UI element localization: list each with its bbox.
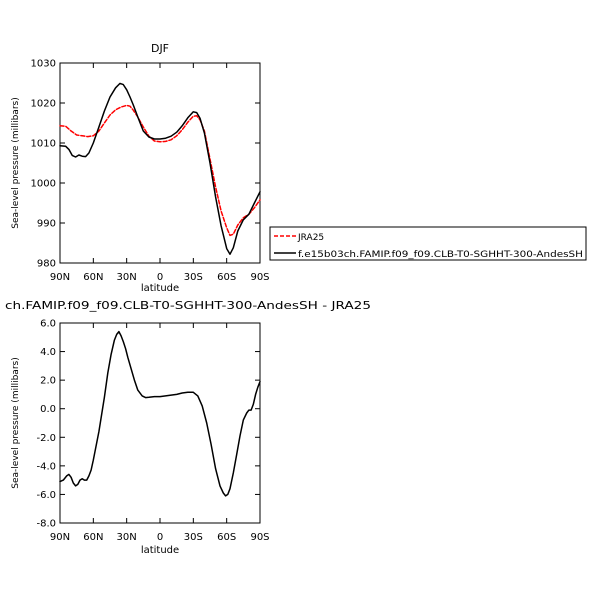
top-y-tick-label: 1000 [31, 179, 56, 190]
bottom-x-ticks: 90N 60N 30N 0 30S 60S 90S [50, 323, 270, 543]
top-series-lines [59, 82, 261, 255]
bottom-y-tick-label: 2.0 [40, 376, 56, 387]
bottom-y-tick-label: 6.0 [40, 319, 56, 330]
bottom-y-tick-label: -2.0 [36, 433, 56, 444]
bottom-series-line-1 [59, 330, 261, 497]
bottom-x-tick-label: 60S [217, 532, 236, 543]
top-x-axis-label: latitude [141, 283, 179, 294]
bottom-x-tick-label: 60N [83, 532, 103, 543]
bottom-chart-title: ch.FAMIP.f09_f09.CLB-T0-SGHHT-300-AndesS… [5, 299, 371, 312]
bottom-plot-frame [59, 322, 261, 524]
top-y-tick-label: 1030 [31, 59, 56, 70]
top-plot-frame [59, 62, 261, 264]
top-x-tick-label: 90S [250, 272, 269, 283]
bottom-x-tick-label: 90N [50, 532, 70, 543]
bottom-panel: ch.FAMIP.f09_f09.CLB-T0-SGHHT-300-AndesS… [5, 299, 371, 556]
top-x-tick-label: 60S [217, 272, 236, 283]
top-x-tick-label: 0 [157, 272, 163, 283]
top-x-tick-label: 30S [184, 272, 203, 283]
top-panel: DJF 980 990 1000 1010 1020 1030 90N 60N 30N 0 30S… [11, 42, 587, 294]
bottom-y-tick-label: -4.0 [36, 461, 56, 472]
bottom-y-tick-label: -8.0 [36, 519, 56, 530]
top-series-line-2 [59, 82, 261, 255]
bottom-x-tick-label: 30S [184, 532, 203, 543]
legend-label-model: f.e15b03ch.FAMIP.f09_f09.CLB-T0-SGHHT-30… [298, 250, 583, 260]
bottom-y-ticks: -8.0 -6.0 -4.0 -2.0 0.0 2.0 4.0 6.0 [36, 319, 260, 530]
bottom-y-tick-label: 0.0 [40, 404, 56, 415]
legend-label-jra25: JRA25 [297, 233, 324, 243]
top-y-tick-label: 990 [37, 219, 56, 230]
top-x-ticks: 90N 60N 30N 0 30S 60S 90S [50, 63, 270, 283]
legend: JRA25 f.e15b03ch.FAMIP.f09_f09.CLB-T0-SG… [269, 226, 587, 261]
bottom-y-tick-label: 4.0 [40, 347, 56, 358]
bottom-series-lines [59, 330, 261, 497]
top-y-tick-label: 980 [37, 259, 56, 270]
bottom-x-axis-label: latitude [141, 545, 179, 556]
bottom-x-tick-label: 0 [157, 532, 163, 543]
top-series-line-1 [59, 104, 261, 237]
bottom-y-tick-label: -6.0 [36, 490, 56, 501]
top-x-tick-label: 90N [50, 272, 70, 283]
bottom-x-tick-label: 30N [117, 532, 137, 543]
top-y-axis-label: Sea-level pressure (millibars) [11, 97, 21, 228]
bottom-x-tick-label: 90S [250, 532, 269, 543]
top-y-ticks: 980 990 1000 1010 1020 1030 [31, 59, 260, 270]
top-x-tick-label: 60N [83, 272, 103, 283]
legend-box [269, 226, 587, 261]
top-chart-title: DJF [151, 42, 169, 55]
top-x-tick-label: 30N [117, 272, 137, 283]
top-y-tick-label: 1010 [31, 139, 56, 150]
bottom-y-axis-label: Sea-level pressure (millibars) [11, 357, 21, 488]
top-y-tick-label: 1020 [31, 99, 56, 110]
